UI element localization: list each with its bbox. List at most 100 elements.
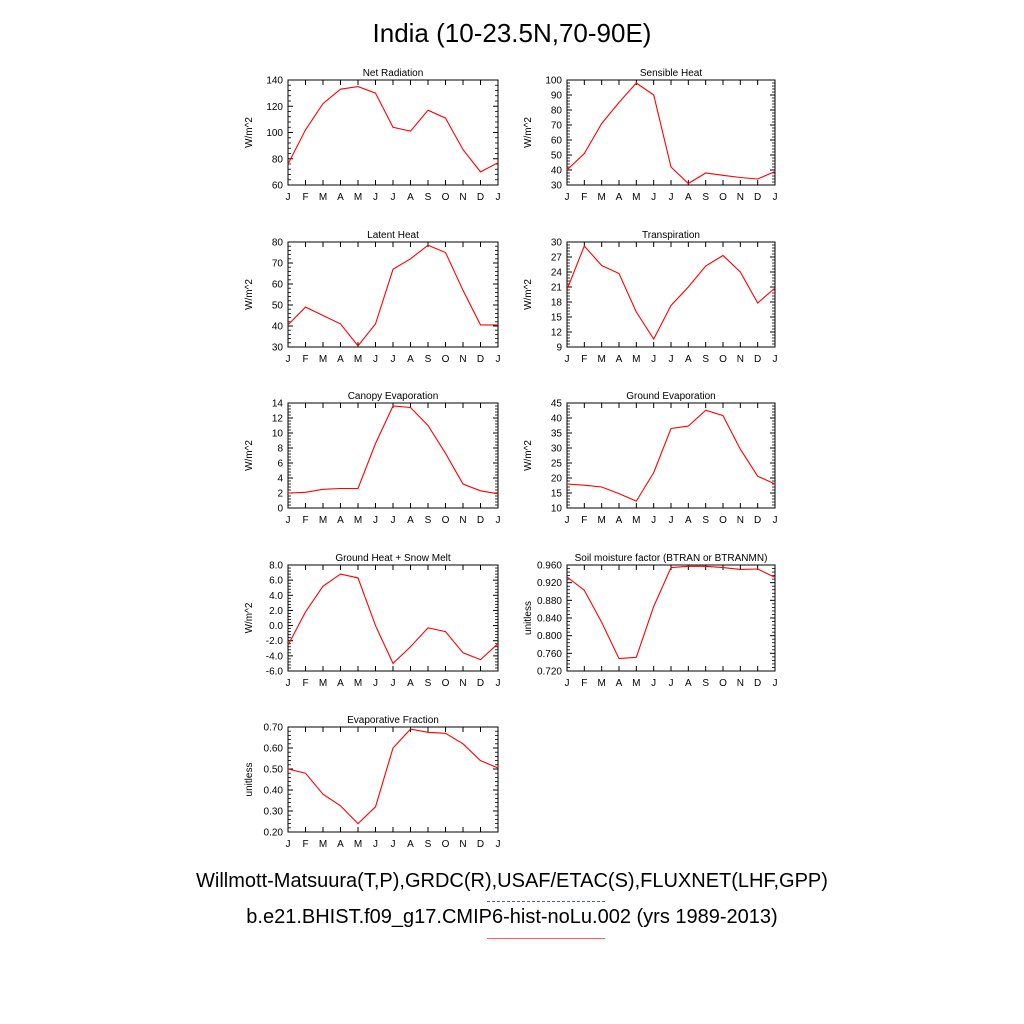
series-line: [566, 409, 776, 502]
y-axis-label: W/m^2: [523, 117, 534, 148]
x-tick-label: J: [651, 515, 656, 526]
x-tick-label: A: [685, 515, 692, 526]
x-tick-label: S: [425, 678, 432, 689]
x-tick-label: D: [477, 192, 484, 203]
x-tick-label: A: [616, 678, 623, 689]
x-tick-label: D: [477, 678, 484, 689]
x-tick-label: M: [632, 678, 640, 689]
y-tick-label: 70: [272, 259, 284, 270]
series-line: [287, 728, 499, 825]
x-tick-label: J: [773, 192, 778, 203]
y-tick-label: 25: [551, 459, 563, 470]
x-tick-label: O: [442, 839, 450, 850]
y-tick-label: 80: [272, 238, 284, 249]
chart-title: Sensible Heat: [640, 68, 702, 79]
x-tick-label: J: [669, 515, 674, 526]
x-tick-label: D: [754, 678, 761, 689]
x-tick-label: F: [302, 678, 308, 689]
chart-panel-9: Evaporative Fraction unitless 0.20 0.30 0.40…: [244, 715, 501, 850]
x-tick-label: A: [407, 192, 414, 203]
series-line: [287, 405, 499, 495]
x-tick-label: J: [651, 192, 656, 203]
x-tick-label: D: [477, 354, 484, 365]
y-tick-label: 90: [551, 91, 563, 102]
x-tick-label: J: [373, 678, 378, 689]
x-tick-label: J: [286, 839, 291, 850]
x-tick-label: M: [319, 839, 327, 850]
x-tick-label: S: [702, 354, 709, 365]
chart-title: Ground Evaporation: [626, 391, 716, 402]
x-tick-label: A: [337, 192, 344, 203]
series-line: [566, 82, 776, 185]
x-tick-label: M: [597, 192, 605, 203]
x-tick-label: J: [773, 515, 778, 526]
x-tick-label: M: [632, 354, 640, 365]
y-tick-label: 0.920: [537, 578, 562, 589]
x-tick-label: F: [302, 192, 308, 203]
x-tick-label: A: [337, 839, 344, 850]
y-tick-label: 8: [277, 444, 283, 455]
x-tick-label: J: [651, 678, 656, 689]
x-tick-label: J: [286, 354, 291, 365]
x-tick-label: N: [737, 515, 744, 526]
y-tick-label: 6: [277, 459, 283, 470]
x-tick-label: N: [459, 678, 466, 689]
series-line: [287, 86, 499, 173]
x-tick-label: S: [702, 678, 709, 689]
y-tick-label: 60: [272, 280, 284, 291]
y-tick-label: 15: [551, 489, 563, 500]
y-tick-label: 0.800: [537, 631, 562, 642]
y-axis-label: W/m^2: [523, 279, 534, 310]
chart-title: Ground Heat + Snow Melt: [335, 553, 451, 564]
x-tick-label: J: [669, 354, 674, 365]
y-tick-label: 120: [266, 102, 283, 113]
chart-title: Soil moisture factor (BTRAN or BTRANMN): [575, 553, 768, 564]
x-tick-label: F: [581, 515, 587, 526]
series-line: [287, 244, 498, 347]
y-axis-label: unitless: [244, 763, 255, 797]
x-tick-label: S: [702, 192, 709, 203]
x-tick-label: A: [616, 192, 623, 203]
x-tick-label: A: [616, 515, 623, 526]
x-tick-label: O: [719, 678, 727, 689]
y-axis-label: W/m^2: [244, 602, 255, 633]
legend-model-label: b.e21.BHIST.f09_g17.CMIP6-hist-noLu.002 …: [246, 906, 778, 928]
x-tick-label: N: [459, 839, 466, 850]
x-tick-label: D: [754, 354, 761, 365]
y-tick-label: -6.0: [266, 667, 284, 678]
x-tick-label: J: [286, 678, 291, 689]
x-tick-label: M: [319, 678, 327, 689]
y-tick-label: 0.760: [537, 649, 562, 660]
y-tick-label: 0.960: [537, 561, 562, 572]
x-tick-label: A: [337, 354, 344, 365]
x-tick-label: S: [425, 515, 432, 526]
x-tick-label: J: [286, 515, 291, 526]
plot-frame: [287, 726, 499, 833]
y-tick-label: 80: [551, 106, 563, 117]
x-tick-label: S: [425, 354, 432, 365]
y-tick-label: -2.0: [266, 636, 284, 647]
x-tick-label: A: [407, 839, 414, 850]
x-tick-label: A: [337, 678, 344, 689]
x-tick-label: M: [632, 192, 640, 203]
chart-panel-8: Soil moisture factor (BTRAN or BTRANMN) u…: [523, 553, 778, 689]
x-tick-label: D: [754, 192, 761, 203]
x-tick-label: O: [719, 192, 727, 203]
x-tick-label: N: [459, 515, 466, 526]
x-tick-label: A: [616, 354, 623, 365]
y-tick-label: 12: [551, 328, 563, 339]
x-tick-label: M: [319, 354, 327, 365]
y-tick-label: 0.40: [264, 786, 284, 797]
chart-title: Evaporative Fraction: [347, 715, 439, 726]
x-tick-label: N: [737, 678, 744, 689]
x-tick-label: J: [391, 354, 396, 365]
y-tick-label: 18: [551, 298, 563, 309]
y-tick-label: 30: [551, 238, 563, 249]
y-tick-label: 12: [272, 414, 284, 425]
x-tick-label: M: [319, 515, 327, 526]
y-tick-label: 20: [551, 474, 563, 485]
x-tick-label: J: [496, 515, 501, 526]
x-tick-label: M: [354, 515, 362, 526]
